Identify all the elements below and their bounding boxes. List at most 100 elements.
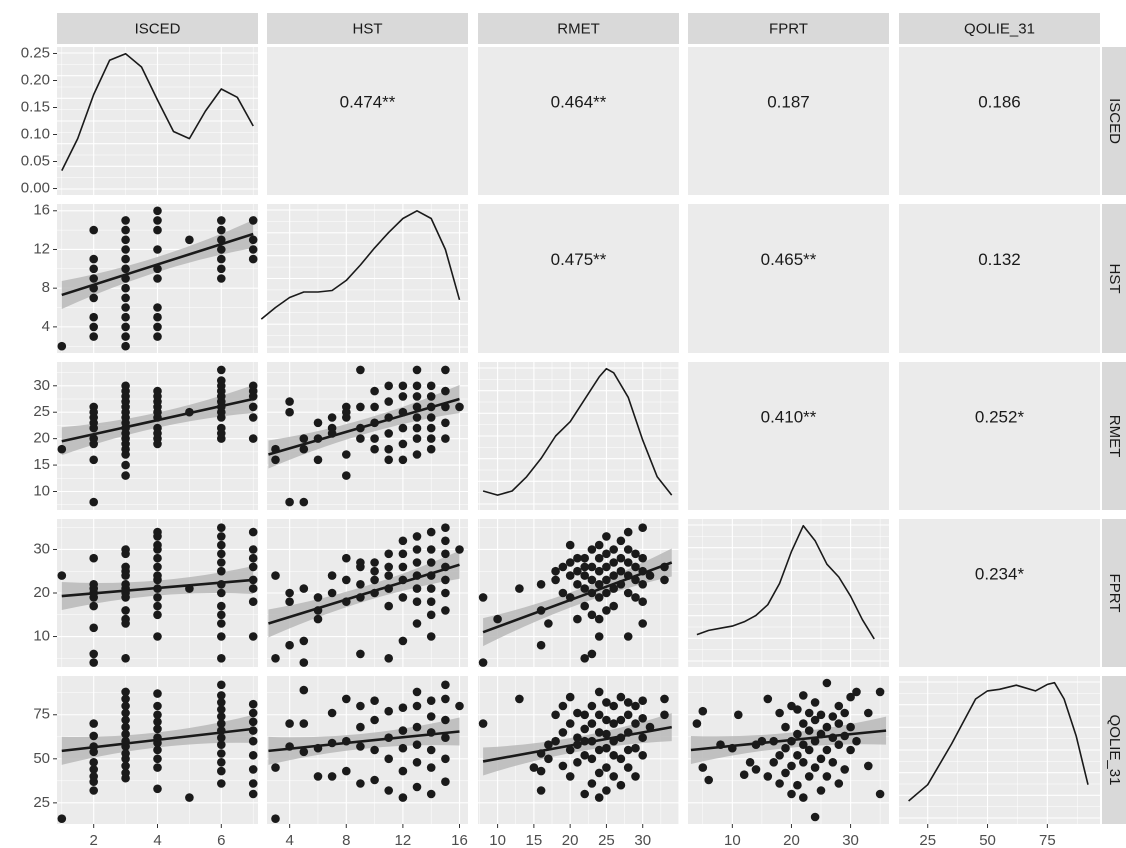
data-point [356,649,365,659]
data-point [342,402,351,412]
strip-right-rmet-background [1102,362,1126,510]
data-point [426,558,436,567]
y-tick-label: 0.20 [21,71,50,88]
row-strips: ISCED HST RMET FPRT QOLIE_31 [1102,47,1126,824]
data-point [153,322,162,332]
x-tick-label: 75 [1039,832,1056,848]
data-point [638,733,647,742]
data-point [565,558,575,567]
data-point [370,434,379,443]
correlation-label-fprt-qolie-31: 0.234* [975,564,1025,583]
data-point [426,381,436,391]
x-tick-label: 12 [395,832,412,848]
data-point [609,701,618,711]
data-point [412,722,422,732]
data-point [248,789,258,799]
data-point [587,754,597,764]
data-point [573,758,582,767]
data-point [544,754,553,764]
data-point [370,745,379,755]
matrix-panels: 0.474** 0.464** 0.187 0.186 0.475** 0.465** 0.… [57,47,1100,824]
data-point [810,698,820,707]
data-point [153,245,162,254]
data-point [594,580,604,589]
data-point [426,423,436,433]
data-point [89,322,98,332]
data-point [313,614,323,624]
data-point [384,571,394,580]
data-point [515,694,524,704]
data-point [822,722,832,732]
data-point [412,701,422,711]
data-point [623,698,633,707]
data-point [810,715,820,725]
data-point [536,580,546,589]
data-point [153,274,162,283]
data-point [745,758,755,767]
data-point [248,717,258,727]
data-point [804,772,814,781]
data-point [153,717,162,727]
data-point [799,758,808,767]
data-point [121,460,130,470]
data-point [248,434,258,443]
data-point [441,588,450,598]
y-tick-label: 30 [33,540,50,557]
data-point [248,254,258,264]
data-point [398,743,408,753]
data-point [89,772,98,781]
data-point [875,687,885,697]
data-point [852,687,861,697]
data-point [217,376,226,385]
data-point [89,225,98,235]
data-point [587,562,597,572]
data-point [121,768,130,778]
data-point [828,758,838,767]
data-point [121,312,130,322]
data-point [217,423,226,433]
x-tick-label: 4 [153,832,161,848]
data-point [89,312,98,322]
data-point [121,293,130,303]
data-point [384,549,394,559]
data-point [121,471,130,480]
data-point [271,455,280,465]
data-point [370,386,379,396]
data-point [781,722,790,732]
data-point [441,777,450,786]
data-point [631,593,640,602]
data-point [834,779,844,788]
scatter-fprt-vs-hst [268,523,464,667]
data-point [217,558,226,567]
data-point [631,562,640,572]
data-point [384,706,394,716]
data-point [89,758,98,767]
data-point [299,444,309,454]
data-point [217,588,226,598]
data-point [153,303,162,312]
data-point [185,235,194,245]
data-point [153,553,162,563]
data-point [384,786,394,795]
data-point [89,293,98,303]
data-point [623,632,633,641]
density-curve-qolie-31 [908,681,1089,802]
data-point [573,614,582,624]
y-tick-label: 0.10 [21,125,50,142]
scatter-hst-vs-isced [57,206,258,351]
data-point [602,743,611,753]
data-point [121,254,130,264]
data-point [793,729,802,739]
data-point [573,566,582,576]
x-tick-label: 30 [634,832,651,848]
data-point [781,743,790,753]
data-point [544,619,553,628]
data-point [834,701,844,711]
data-point [217,619,226,628]
data-point [616,692,626,702]
correlation-label-hst-qolie-31: 0.132 [978,250,1021,269]
data-point [580,571,589,580]
data-point [327,588,337,598]
data-point [398,423,408,433]
